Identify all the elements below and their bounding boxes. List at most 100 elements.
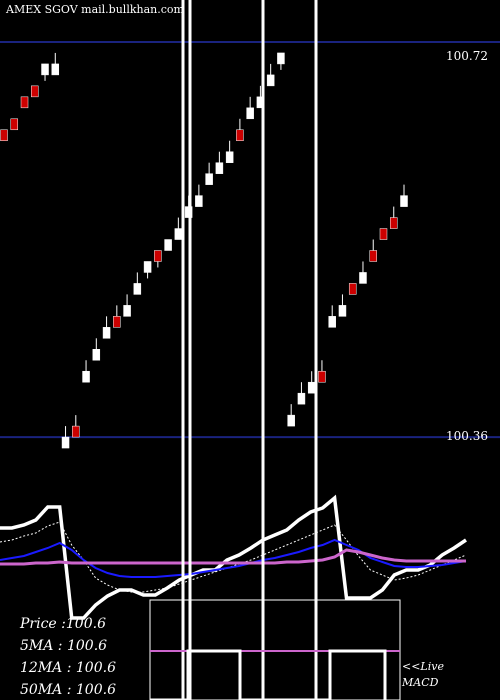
candle [102, 316, 111, 339]
candle [277, 52, 285, 70]
candle [236, 118, 244, 142]
candle-body-up [205, 173, 213, 185]
candle-body-up [143, 261, 152, 273]
stat-5ma: 5MA : 100.6 [20, 638, 107, 654]
candle [31, 85, 39, 98]
candle-body-down [31, 85, 39, 98]
candle-body-up [307, 381, 316, 394]
stat-12ma-value: 100.6 [76, 660, 116, 676]
vertical-markers [181, 0, 318, 700]
ma-line-ma-short [0, 521, 467, 593]
candle [82, 360, 90, 383]
candle [389, 206, 398, 229]
candle-body-up [246, 107, 254, 120]
macd-label-name: MACD [401, 676, 439, 689]
candle-body-up [174, 228, 183, 240]
candle-body-up [92, 349, 101, 361]
stat-12ma-label: 12MA : [20, 660, 76, 676]
candle [215, 151, 224, 174]
stat-50ma: 50MA : 100.6 [20, 682, 116, 698]
stat-5ma-label: 5MA : [20, 638, 67, 654]
candle-body-down [348, 283, 357, 295]
candle-body-up [266, 74, 275, 87]
candle [379, 228, 388, 240]
candle-body-up [328, 316, 336, 328]
candle [10, 118, 19, 131]
candle [359, 261, 367, 284]
candle-body-up [51, 63, 60, 76]
candle [338, 294, 347, 317]
candle-body-down [369, 250, 377, 262]
candle [133, 272, 142, 295]
ma-line-price-line [0, 494, 467, 620]
candle [297, 382, 306, 405]
candle [164, 239, 172, 251]
candle [113, 305, 121, 328]
macd-label-live: <<Live [402, 660, 444, 673]
candle-body-up [287, 414, 295, 427]
candle-body-up [133, 283, 142, 295]
candle [143, 261, 152, 279]
candle-body-up [61, 436, 70, 449]
moving-average-lines [0, 494, 467, 620]
level-label-upper: 100.72 [446, 49, 488, 63]
chart-header: AMEX SGOV mail.bullkhan.com [5, 3, 185, 16]
candle [318, 360, 326, 383]
candle [41, 63, 49, 81]
ma-line-ma-long [0, 548, 466, 566]
candle-body-up [195, 195, 203, 207]
candle-body-down [389, 217, 398, 229]
candle-body-up [359, 272, 367, 284]
stat-50ma-label: 50MA : [20, 682, 76, 698]
candle [287, 404, 295, 427]
level-label-lower: 100.36 [446, 429, 488, 443]
macd-line [150, 649, 387, 700]
candle-body-up [123, 305, 131, 317]
candle-body-down [236, 129, 244, 142]
candles [0, 52, 408, 449]
candle [369, 239, 377, 262]
candle [205, 162, 213, 185]
candle-body-up [338, 305, 347, 317]
candle [266, 63, 275, 87]
candle-body-down [10, 118, 19, 131]
macd-panel [149, 599, 401, 700]
candle-body-down [318, 370, 326, 383]
candle [123, 294, 131, 317]
candle-body-down [0, 129, 8, 142]
stat-price-value: 100.6 [66, 616, 106, 632]
candle-body-up [82, 370, 90, 383]
stats-block: Price :100.6 5MA : 100.6 12MA : 100.6 50… [19, 616, 116, 698]
candle [92, 338, 101, 361]
candle-body-up [277, 52, 285, 65]
candle [20, 96, 29, 109]
candle [348, 283, 357, 295]
candle-body-up [400, 195, 408, 207]
candle [328, 305, 336, 328]
stat-50ma-value: 100.6 [76, 682, 116, 698]
candle-body-up [41, 63, 49, 76]
candle-body-down [154, 250, 162, 262]
stat-price: Price :100.6 [19, 616, 106, 632]
candle [154, 250, 162, 268]
candle [51, 52, 60, 76]
candle-body-down [379, 228, 388, 240]
stat-5ma-value: 100.6 [67, 638, 107, 654]
candle-body-up [225, 151, 234, 163]
level-lines [0, 40, 500, 439]
candle [72, 415, 80, 438]
candle-body-down [113, 316, 121, 328]
candle-body-up [297, 392, 306, 405]
stat-12ma: 12MA : 100.6 [20, 660, 116, 676]
stat-price-label: Price : [19, 616, 66, 632]
candle [400, 184, 408, 207]
candle [195, 184, 203, 207]
candle-body-up [215, 162, 224, 174]
candle-body-down [72, 425, 80, 438]
candle [225, 140, 234, 163]
candle-body-up [164, 239, 172, 251]
candle-body-up [102, 327, 111, 339]
candle-body-down [20, 96, 29, 109]
candle [61, 426, 70, 449]
